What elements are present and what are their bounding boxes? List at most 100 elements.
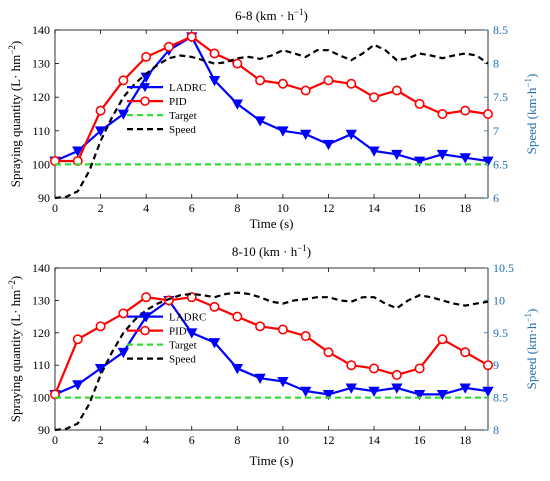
- data-point-ladrc: [345, 383, 357, 394]
- data-point-ladrc: [277, 376, 289, 388]
- data-point-pid: [300, 331, 311, 342]
- data-point-pid: [232, 311, 243, 322]
- y2-tick-label: 7.5: [493, 90, 508, 104]
- y2-tick-label: 6: [493, 191, 499, 205]
- y-tick-label: 130: [32, 293, 50, 307]
- chart-title: 8-10 (km · h−1): [232, 243, 311, 259]
- y-tick-label: 110: [32, 358, 50, 372]
- data-point-pid: [141, 292, 152, 303]
- x-tick-label: 18: [459, 201, 471, 215]
- data-point-ladrc: [72, 380, 84, 391]
- y2-tick-label: 8.5: [493, 23, 508, 37]
- data-point-ladrc: [186, 328, 198, 339]
- data-point-pid: [277, 324, 288, 335]
- y2-tick-label: 9: [493, 358, 499, 372]
- y-axis-label: Spraying quantity (L· hm−2): [7, 41, 23, 187]
- data-point-pid: [118, 308, 129, 319]
- legend-marker: [140, 83, 150, 93]
- data-point-ladrc: [368, 386, 380, 397]
- data-point-ladrc: [300, 129, 312, 140]
- data-point-ladrc: [231, 99, 243, 110]
- legend-label: PID: [169, 326, 187, 338]
- y-tick-label: 100: [32, 391, 50, 405]
- y-tick-label: 90: [38, 423, 50, 437]
- chart-panel-1: 6-8 (km · h−1) 0 2 4 6 8 10 12 14 16 18 90 100 110 120…: [7, 7, 539, 231]
- y2-tick-label: 8.5: [493, 391, 508, 405]
- data-point-pid: [232, 58, 243, 69]
- data-point-pid: [209, 301, 220, 312]
- legend-label: LADRC: [169, 312, 206, 324]
- data-point-pid: [346, 360, 357, 371]
- data-point-pid: [346, 78, 357, 89]
- x-tick-label: 8: [234, 433, 240, 447]
- y2-tick-label: 8: [493, 57, 499, 71]
- x-tick-label: 4: [143, 201, 149, 215]
- legend-marker: [140, 325, 150, 336]
- plot-frame: [54, 267, 489, 431]
- y2-tick-label: 8: [493, 423, 499, 437]
- data-point-ladrc: [117, 347, 130, 359]
- data-point-pid: [72, 334, 83, 345]
- data-point-pid: [437, 334, 448, 345]
- x-axis-label: Time (s): [250, 216, 294, 231]
- legend: LADRC PID Target Speed: [127, 312, 206, 366]
- y-tick-label: 120: [32, 90, 50, 104]
- x-tick-label: 4: [143, 433, 149, 447]
- data-point-pid: [300, 85, 311, 96]
- x-tick-label: 8: [234, 201, 240, 215]
- data-point-pid: [369, 92, 380, 103]
- chart-title: 6-8 (km · h−1): [235, 7, 308, 23]
- data-point-ladrc: [413, 389, 426, 401]
- data-point-pid: [482, 360, 493, 371]
- y2-tick-label: 7: [493, 124, 499, 138]
- y2-tick-label: 10: [493, 293, 505, 307]
- data-point-ladrc: [322, 389, 335, 401]
- data-point-pid: [369, 363, 380, 374]
- legend-label: Speed: [169, 354, 196, 366]
- y2-tick-label: 6.5: [493, 157, 508, 171]
- data-point-ladrc: [459, 383, 471, 394]
- x-tick-label: 12: [322, 433, 334, 447]
- x-tick-label: 16: [414, 433, 426, 447]
- legend-label: LADRC: [169, 82, 206, 94]
- x-tick-label: 2: [98, 201, 104, 215]
- data-point-ladrc: [72, 146, 84, 157]
- x-tick-label: 12: [322, 201, 334, 215]
- legend-label: Target: [169, 110, 197, 122]
- legend-label: Speed: [169, 124, 196, 136]
- y-axis-label: Spraying quantity (L· hm−2): [7, 276, 23, 422]
- data-point-pid: [414, 363, 425, 374]
- y-tick-label: 110: [32, 124, 50, 138]
- data-point-ladrc: [391, 383, 403, 394]
- x-tick-label: 0: [52, 201, 58, 215]
- x-tick-label: 14: [368, 201, 380, 215]
- data-point-ladrc: [117, 109, 130, 120]
- y-tick-label: 130: [32, 57, 50, 71]
- legend-label: Target: [169, 340, 197, 352]
- data-point-pid: [255, 75, 266, 86]
- series-line-ladrc: [54, 298, 489, 396]
- x-tick-label: 0: [52, 433, 58, 447]
- data-point-pid: [95, 321, 106, 332]
- x-tick-label: 14: [368, 433, 380, 447]
- data-point-pid: [141, 51, 152, 62]
- data-point-pid: [391, 85, 402, 96]
- data-point-pid: [209, 48, 220, 59]
- legend-marker: [140, 312, 150, 322]
- chart-panel-2: 8-10 (km · h−1) 0 2 4 6 8 10 12 14 16 18 90 100 110 12…: [7, 243, 539, 468]
- x-tick-label: 16: [414, 201, 426, 215]
- x-tick-label: 6: [189, 201, 195, 215]
- data-point-ladrc: [300, 386, 312, 397]
- series-line-speed: [54, 43, 489, 200]
- data-point-ladrc: [482, 156, 494, 167]
- data-point-pid: [460, 347, 471, 358]
- data-point-ladrc: [277, 126, 289, 137]
- x-tick-label: 2: [98, 433, 104, 447]
- data-point-pid: [118, 75, 129, 86]
- data-point-ladrc: [254, 373, 266, 384]
- data-point-pid: [414, 98, 425, 109]
- data-point-pid: [186, 31, 197, 42]
- data-point-ladrc: [208, 338, 221, 349]
- data-point-pid: [163, 41, 174, 52]
- data-point-ladrc: [436, 149, 449, 161]
